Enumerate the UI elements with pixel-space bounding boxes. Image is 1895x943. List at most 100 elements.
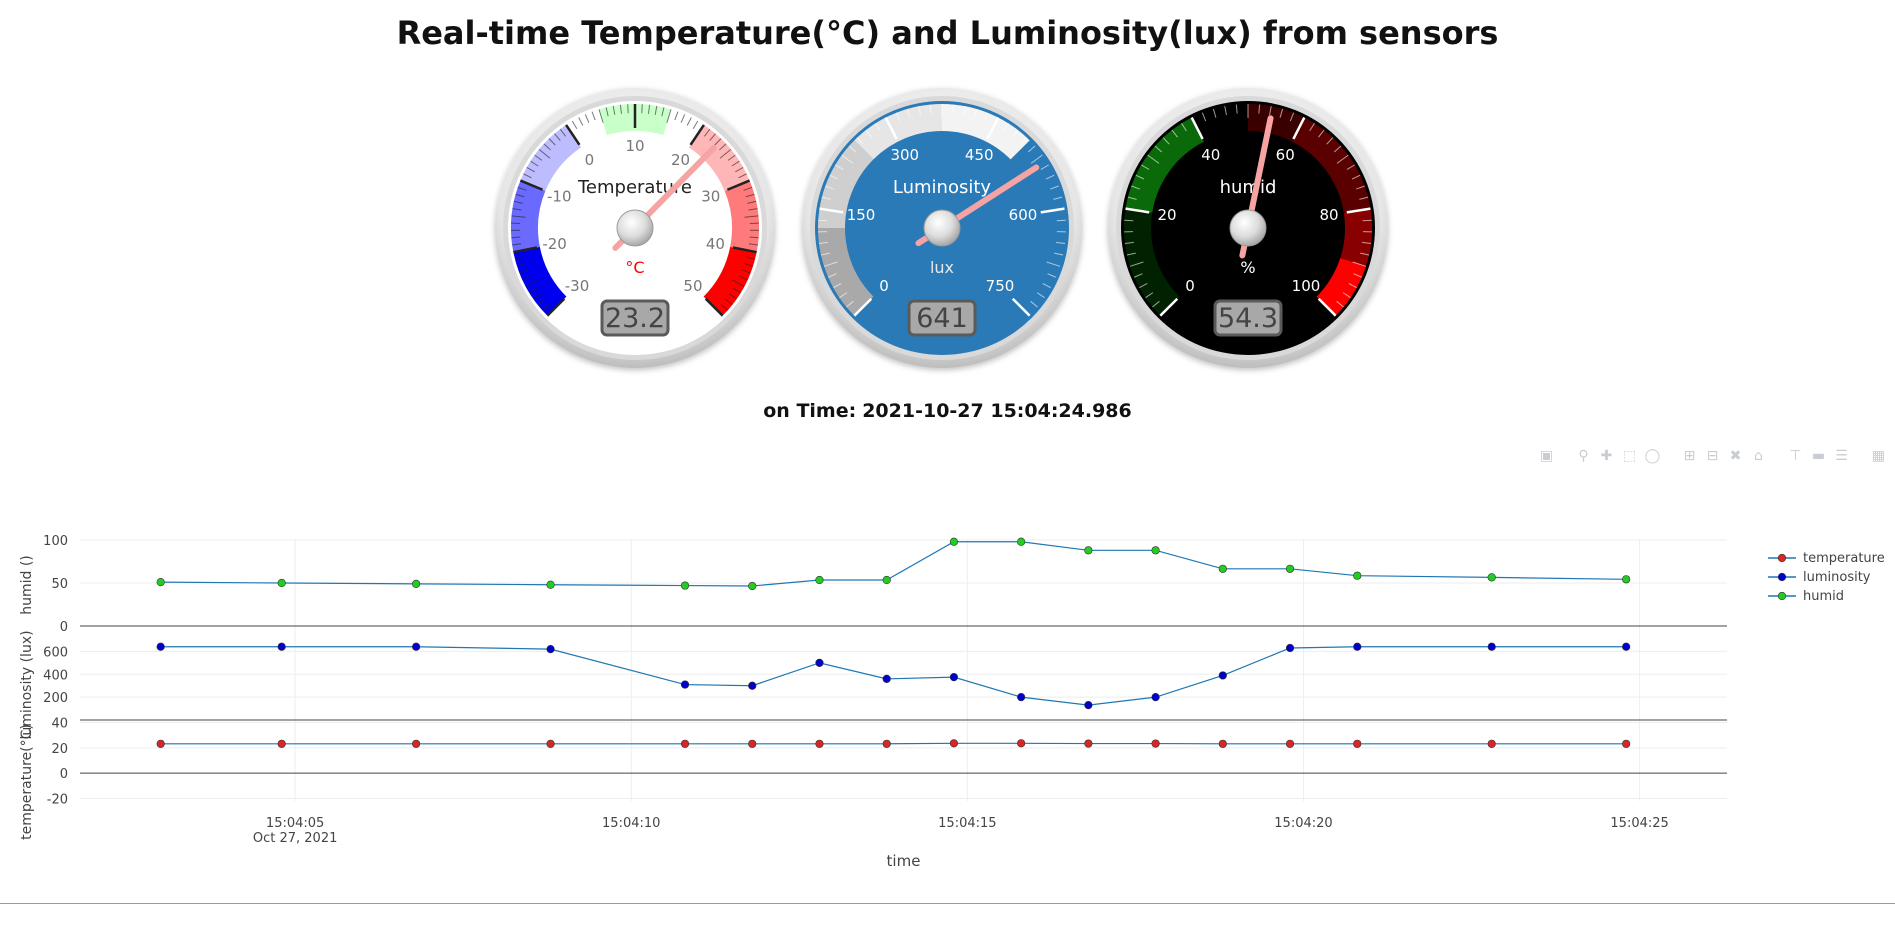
gauge-minor-tick (522, 275, 531, 281)
temperature-point[interactable] (277, 739, 286, 748)
gauge-minor-tick (1309, 123, 1315, 132)
luminosity-point[interactable] (546, 645, 555, 654)
gauge-minor-tick (554, 133, 561, 141)
time-series-chart[interactable]: 15:04:05 15:04:10 15:04:15 15:04:20 15:04:25… (0, 520, 1895, 880)
temperature-point[interactable] (882, 739, 891, 748)
luminosity-point[interactable] (412, 642, 421, 651)
luminosity-point[interactable] (882, 674, 891, 683)
gauge-tick-label: 80 (1319, 206, 1338, 224)
camera-icon[interactable]: ▣ (1539, 448, 1554, 464)
humid-point[interactable] (156, 578, 165, 587)
gauge-minor-tick (512, 243, 522, 246)
humid-point[interactable] (546, 580, 555, 589)
humid-point[interactable] (277, 578, 286, 588)
temperature-point[interactable] (949, 739, 959, 748)
gauge-band (513, 246, 567, 316)
humid-point[interactable] (882, 575, 891, 585)
humid-point[interactable] (815, 575, 824, 585)
luminosity-point[interactable] (1285, 643, 1295, 653)
plotly-logo-icon[interactable]: ▦ (1871, 448, 1886, 464)
gauge-minor-tick (571, 120, 578, 130)
luminosity-point[interactable] (1622, 642, 1631, 651)
gauge-minor-tick (820, 252, 830, 256)
legend-item[interactable]: temperature (1768, 551, 1885, 566)
humid-point[interactable] (1487, 573, 1496, 582)
luminosity-point[interactable] (1084, 701, 1093, 710)
temperature-point[interactable] (412, 739, 421, 748)
gauge-minor-tick (523, 173, 532, 179)
luminosity-point[interactable] (949, 673, 959, 682)
temperature-point[interactable] (1017, 739, 1026, 748)
humid-point[interactable] (1622, 575, 1631, 584)
humid-point[interactable] (1218, 564, 1227, 573)
gauge-minor-tick (1030, 300, 1038, 308)
temperature-point[interactable] (1285, 739, 1295, 748)
luminosity-point[interactable] (1218, 671, 1227, 680)
gauge-band (1340, 208, 1372, 267)
luminosity-point[interactable] (1487, 642, 1496, 651)
gauge-minor-tick (839, 292, 848, 299)
luminosity-point[interactable] (815, 658, 824, 667)
autoscale-icon[interactable]: ✖ (1729, 448, 1742, 464)
gauge-tick-label: 10 (625, 137, 644, 155)
temperature-point[interactable] (1151, 739, 1160, 748)
legend-item[interactable]: humid (1768, 589, 1844, 604)
gauge-minor-tick (517, 186, 527, 191)
humid-point[interactable] (1353, 571, 1362, 580)
luminosity-point[interactable] (277, 642, 286, 651)
spike-lines-icon[interactable]: ⊤ (1789, 448, 1802, 464)
humid-point[interactable] (949, 537, 959, 546)
gauge-minor-tick (1224, 106, 1227, 116)
luminosity-point[interactable] (1151, 693, 1160, 702)
page-title: Real-time Temperature(°C) and Luminosity… (396, 14, 1499, 52)
y-tick-label: 40 (51, 717, 68, 732)
gauge-minor-tick (1352, 261, 1367, 267)
luminosity-point[interactable] (1353, 642, 1362, 651)
luminosity-point[interactable] (1017, 693, 1026, 702)
temperature-point[interactable] (1353, 739, 1362, 748)
zoom-icon[interactable]: ⚲ (1578, 448, 1589, 464)
hover-closest-icon[interactable]: ▬ (1811, 448, 1826, 464)
temperature-point[interactable] (680, 739, 690, 748)
zoom-in-icon[interactable]: ⊞ (1683, 448, 1696, 464)
gauge-minor-tick (511, 236, 521, 239)
lasso-icon[interactable]: ◯ (1644, 448, 1661, 464)
temperature-point[interactable] (1487, 739, 1496, 748)
temperature-point[interactable] (546, 739, 555, 748)
temperature-point[interactable] (1622, 739, 1631, 748)
gauge-minor-tick (729, 293, 738, 300)
reset-axes-icon[interactable]: ⌂ (1754, 448, 1763, 464)
humid-point[interactable] (748, 581, 757, 591)
humid-point[interactable] (412, 579, 421, 588)
luminosity-point[interactable] (680, 680, 690, 689)
gauge-band (854, 104, 942, 160)
gauge-minor-tick (641, 104, 643, 114)
pan-icon[interactable]: ✚ (1600, 448, 1613, 464)
gauge-minor-tick (541, 304, 550, 311)
gauge-tick-label: -10 (547, 188, 572, 206)
gauge-minor-tick (741, 269, 751, 274)
luminosity-point[interactable] (156, 642, 165, 651)
temperature-point[interactable] (1084, 739, 1093, 748)
humid-point[interactable] (1285, 564, 1295, 573)
humid-point[interactable] (680, 581, 690, 590)
humid-point[interactable] (1017, 537, 1026, 546)
gauge-minor-tick (727, 154, 736, 161)
humid-point[interactable] (1084, 546, 1093, 555)
luminosity-point[interactable] (748, 681, 757, 690)
gauge-minor-tick (519, 269, 529, 274)
hover-compare-icon[interactable]: ☰ (1835, 448, 1848, 464)
gauge-minor-tick (1020, 137, 1028, 145)
temperature-point[interactable] (1218, 739, 1227, 748)
temperature-point[interactable] (156, 739, 165, 748)
box-select-icon[interactable]: ⬚ (1622, 448, 1637, 464)
gauge-tick-label: 0 (585, 151, 595, 169)
gauge-hub (616, 209, 654, 247)
temperature-point[interactable] (748, 739, 757, 748)
legend-item[interactable]: luminosity (1768, 570, 1871, 585)
gauge-minor-tick (1346, 164, 1355, 170)
gauge-minor-tick (1124, 241, 1134, 245)
humid-point[interactable] (1151, 546, 1160, 555)
zoom-out-icon[interactable]: ⊟ (1706, 448, 1719, 464)
temperature-point[interactable] (815, 739, 824, 748)
